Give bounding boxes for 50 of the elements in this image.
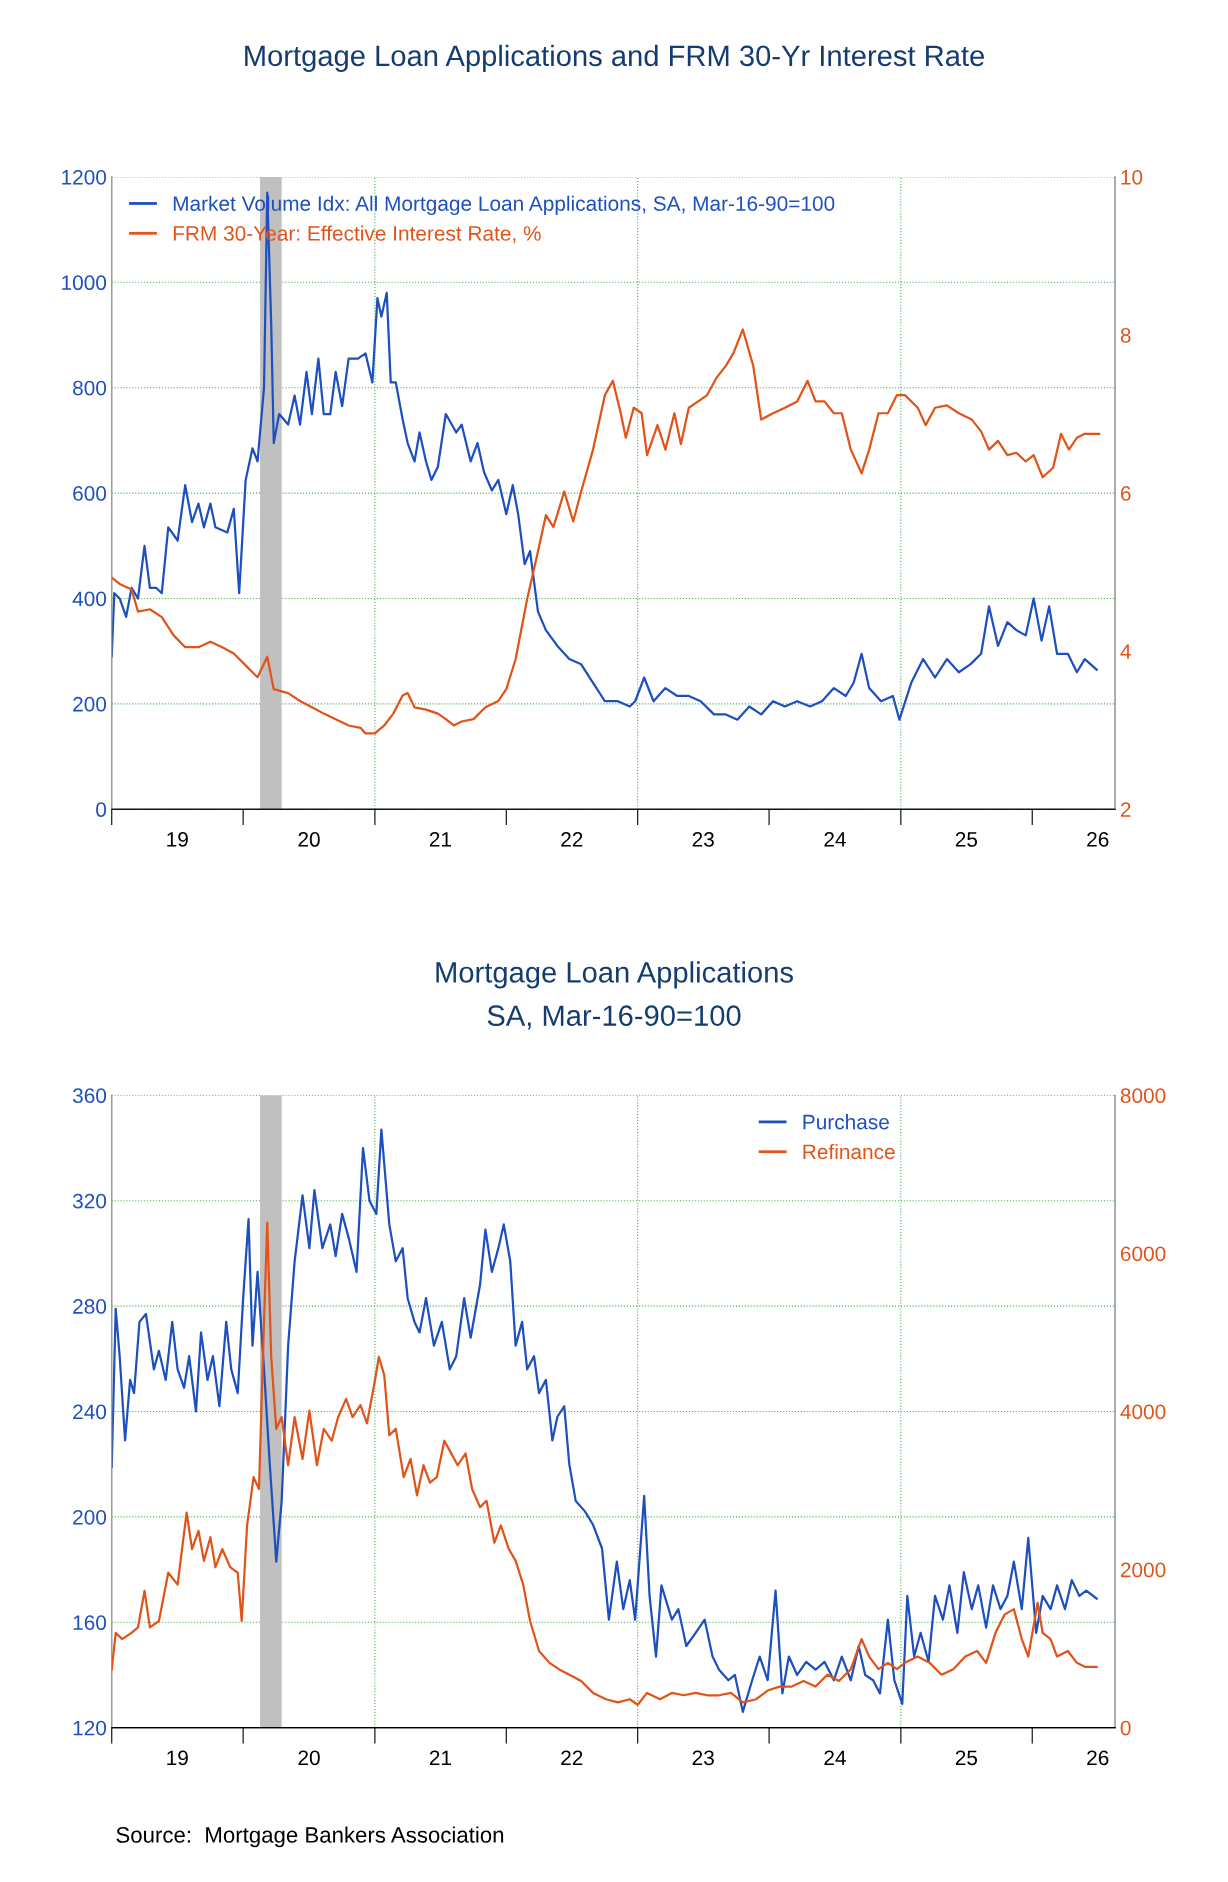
source-note: Source: Mortgage Bankers Association (116, 1826, 504, 1848)
x-tick-label: 19 (167, 832, 188, 847)
x-tick-label: 22 (561, 1750, 583, 1765)
x-tick-label: 26 (1087, 832, 1109, 847)
chart-subtitle: SA, Mar-16-90=100 (487, 1005, 741, 1030)
y2-tick-label: 10 (1121, 169, 1143, 185)
chart-title: Mortgage Loan Applications and FRM 30-Yr Interest Rate (245, 44, 984, 72)
line-series (111, 328, 1101, 735)
x-tick-label: 24 (824, 832, 846, 847)
x-tick-label: 21 (429, 1750, 451, 1765)
y-tick-label: 280 (73, 1299, 107, 1314)
x-tick-label: 24 (824, 1750, 846, 1765)
y-tick-label: 200 (73, 696, 107, 712)
y-tick-label: 1000 (62, 275, 107, 291)
y2-tick-label: 4 (1120, 644, 1131, 659)
legend-label: Purchase (803, 1114, 889, 1130)
y2-tick-label: 8000 (1120, 1088, 1166, 1104)
x-tick-label: 23 (692, 832, 714, 847)
chart-title: Mortgage Loan Applications (436, 961, 793, 989)
x-tick-label: 20 (298, 1750, 320, 1766)
y2-tick-label: 0 (1120, 1720, 1131, 1736)
y-tick-label: 400 (72, 591, 107, 607)
y2-tick-label: 2 (1120, 802, 1131, 817)
x-tick-label: 23 (692, 1750, 714, 1766)
y2-tick-label: 8 (1120, 328, 1131, 343)
y-tick-label: 320 (72, 1193, 107, 1209)
y-tick-label: 360 (72, 1088, 107, 1104)
y-tick-label: 120 (73, 1720, 107, 1736)
y-tick-label: 600 (73, 486, 107, 501)
legend-label: Refinance (803, 1143, 895, 1160)
line-series (111, 191, 1098, 721)
x-tick-label: 26 (1087, 1750, 1109, 1766)
y-tick-label: 1200 (62, 169, 107, 185)
y2-tick-label: 2000 (1120, 1562, 1166, 1578)
x-tick-label: 25 (955, 832, 978, 847)
x-tick-label: 19 (167, 1750, 188, 1766)
y2-tick-label: 4000 (1120, 1404, 1166, 1420)
x-tick-label: 21 (429, 832, 451, 847)
line-series (111, 1128, 1098, 1713)
y-tick-label: 160 (73, 1615, 107, 1631)
y2-tick-label: 6000 (1120, 1246, 1166, 1262)
x-tick-label: 20 (298, 832, 320, 847)
y2-tick-label: 6 (1120, 486, 1131, 501)
line-series (111, 1221, 1098, 1706)
x-tick-label: 22 (561, 832, 583, 847)
y-tick-label: 800 (73, 380, 107, 396)
y-tick-label: 200 (73, 1509, 107, 1525)
y-tick-label: 240 (73, 1404, 107, 1420)
y-tick-label: 0 (96, 802, 107, 818)
x-tick-label: 25 (955, 1750, 978, 1766)
